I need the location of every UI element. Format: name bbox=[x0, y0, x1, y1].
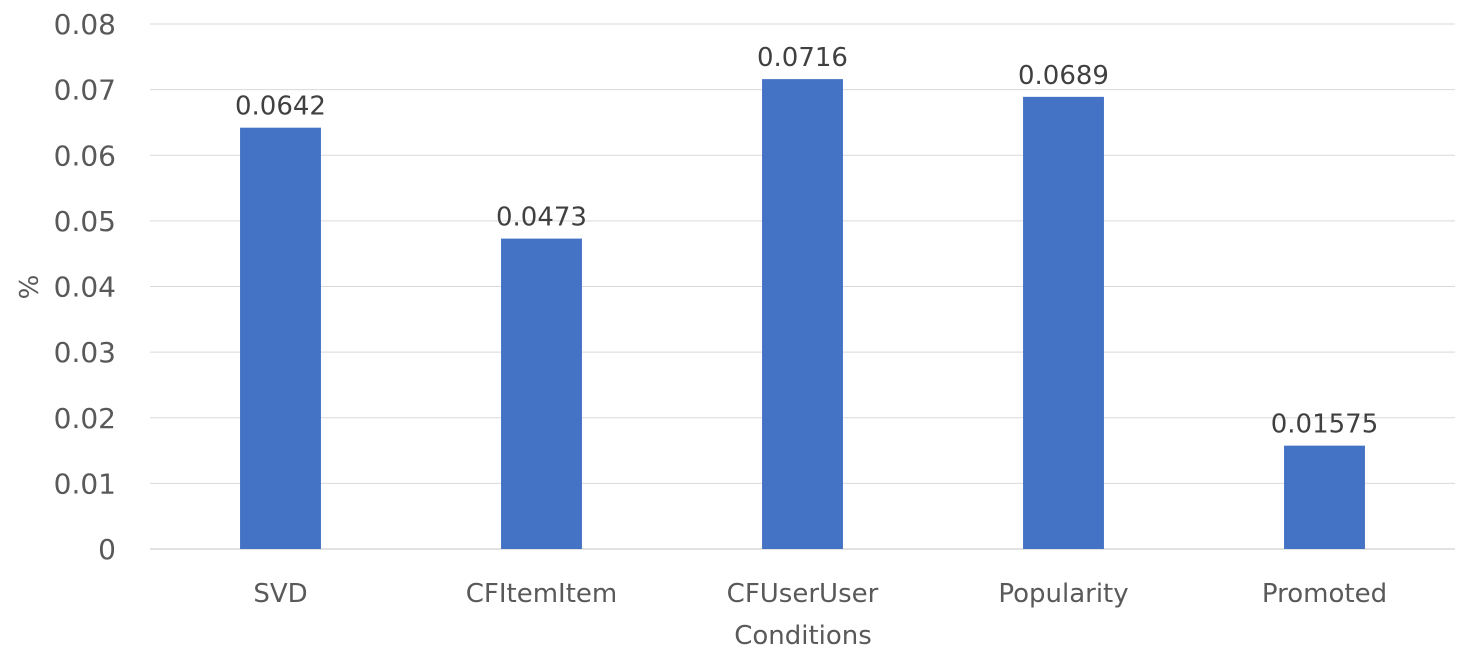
bar-promoted bbox=[1284, 445, 1365, 549]
bar-popularity bbox=[1023, 96, 1104, 549]
x-tick-label: SVD bbox=[253, 579, 307, 609]
data-label-promoted: 0.01575 bbox=[1271, 410, 1379, 440]
data-label-cfitemitem: 0.0473 bbox=[496, 203, 587, 233]
y-tick-label: 0 bbox=[98, 533, 116, 566]
x-axis-title: Conditions bbox=[734, 621, 872, 651]
data-labels: 0.0642 0.0473 0.0716 0.0689 0.01575 bbox=[235, 43, 1378, 440]
bar-cfitemitem bbox=[501, 238, 582, 549]
x-axis-ticks: SVD CFItemItem CFUserUser Popularity Promote… bbox=[253, 579, 1387, 609]
data-label-cfuseruser: 0.0716 bbox=[757, 43, 848, 73]
y-tick-label: 0.08 bbox=[54, 8, 116, 41]
data-label-popularity: 0.0689 bbox=[1018, 61, 1109, 91]
x-tick-label: Popularity bbox=[998, 579, 1128, 609]
x-tick-label: CFUserUser bbox=[727, 579, 879, 609]
x-tick-label: Promoted bbox=[1262, 579, 1387, 609]
bars bbox=[240, 79, 1365, 549]
y-tick-label: 0.01 bbox=[54, 467, 116, 500]
y-axis-ticks: 0 0.01 0.02 0.03 0.04 0.05 0.06 0.07 0.08 bbox=[54, 8, 116, 566]
bar-cfuseruser bbox=[762, 79, 843, 549]
y-tick-label: 0.07 bbox=[54, 74, 116, 107]
y-tick-label: 0.06 bbox=[54, 139, 116, 172]
data-label-svd: 0.0642 bbox=[235, 92, 326, 122]
y-tick-label: 0.03 bbox=[54, 336, 116, 369]
x-tick-label: CFItemItem bbox=[466, 579, 617, 609]
y-axis-title: % bbox=[15, 275, 45, 300]
y-tick-label: 0.02 bbox=[54, 402, 116, 435]
bar-svd bbox=[240, 127, 321, 549]
y-tick-label: 0.05 bbox=[54, 205, 116, 238]
y-tick-label: 0.04 bbox=[54, 271, 116, 304]
